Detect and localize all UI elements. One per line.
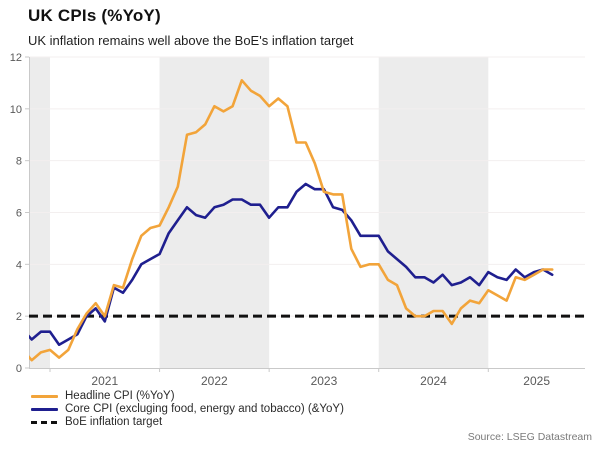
svg-text:2: 2 xyxy=(16,311,22,323)
svg-text:2025: 2025 xyxy=(523,374,550,388)
svg-text:2023: 2023 xyxy=(311,374,338,388)
target-line-swatch-icon xyxy=(31,420,58,424)
legend-label: Headline CPI (%YoY) xyxy=(65,390,175,402)
svg-text:8: 8 xyxy=(16,156,22,168)
source-attribution: Source: LSEG Datastream xyxy=(467,431,592,443)
legend-item-headline: Headline CPI (%YoY) xyxy=(31,390,344,402)
headline-line-swatch-icon xyxy=(31,394,58,398)
svg-text:12: 12 xyxy=(10,52,22,64)
legend-item-core: Core CPI (excluging food, energy and tob… xyxy=(31,403,344,415)
svg-text:2021: 2021 xyxy=(91,374,118,388)
svg-text:6: 6 xyxy=(16,208,22,220)
chart-title: UK CPIs (%YoY) xyxy=(28,6,161,25)
legend-item-target: BoE inflation target xyxy=(31,416,344,428)
svg-text:2022: 2022 xyxy=(201,374,228,388)
chart-legend: Headline CPI (%YoY) Core CPI (excluging … xyxy=(31,390,344,428)
svg-text:0: 0 xyxy=(16,363,22,375)
chart-subtitle: UK inflation remains well above the BoE'… xyxy=(28,33,354,48)
svg-text:4: 4 xyxy=(16,259,22,271)
svg-text:10: 10 xyxy=(10,104,22,116)
svg-text:2024: 2024 xyxy=(420,374,447,388)
legend-label: Core CPI (excluging food, energy and tob… xyxy=(65,403,344,415)
legend-label: BoE inflation target xyxy=(65,416,163,428)
core-line-swatch-icon xyxy=(31,407,58,411)
